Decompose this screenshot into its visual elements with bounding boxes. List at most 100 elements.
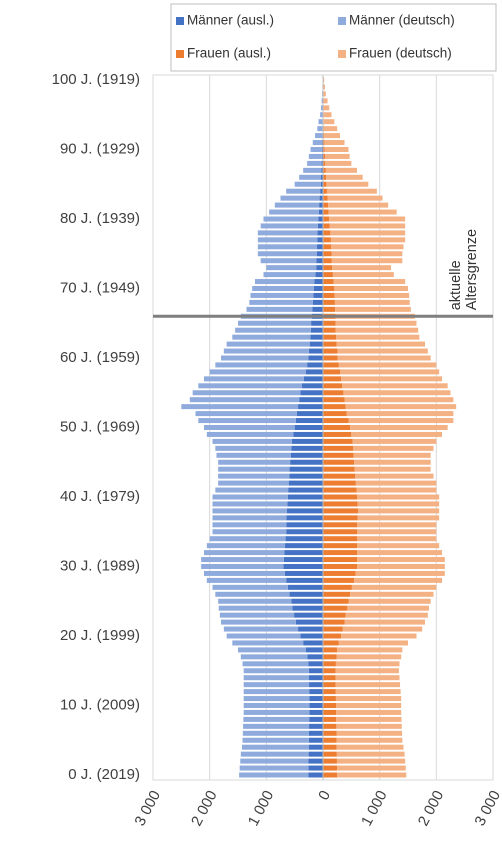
bar xyxy=(308,730,323,736)
bar xyxy=(323,105,330,111)
bar xyxy=(215,487,289,493)
bar xyxy=(308,355,323,361)
bar xyxy=(260,258,317,264)
bar xyxy=(321,105,323,111)
bar xyxy=(240,758,309,764)
bar xyxy=(204,550,285,556)
bar xyxy=(323,689,336,695)
bar xyxy=(215,591,290,597)
x-tick-label: 2 000 xyxy=(415,788,448,829)
bar xyxy=(325,167,357,173)
bar xyxy=(243,675,309,681)
y-tick-label: 40 J. (1979) xyxy=(60,488,140,505)
bar xyxy=(336,744,404,750)
bar xyxy=(323,195,328,201)
bar xyxy=(350,591,434,597)
bar xyxy=(341,633,417,639)
bar xyxy=(323,181,327,187)
legend-label: Männer (deutsch) xyxy=(349,13,455,28)
bar xyxy=(246,306,313,312)
bar xyxy=(263,272,316,278)
bar xyxy=(263,216,319,222)
bar xyxy=(320,112,323,118)
bar xyxy=(340,369,440,375)
bar xyxy=(352,438,437,444)
x-tick-label: 3 000 xyxy=(471,788,502,829)
legend-label: Frauen (ausl.) xyxy=(187,46,271,61)
bar xyxy=(287,494,323,500)
bar xyxy=(221,355,309,361)
bar xyxy=(323,418,349,424)
bar xyxy=(323,369,340,375)
bar xyxy=(323,772,338,778)
bar xyxy=(344,619,425,625)
bar xyxy=(255,279,315,285)
bar xyxy=(239,765,309,771)
bar xyxy=(346,411,454,417)
bar xyxy=(323,272,333,278)
bar xyxy=(323,376,342,382)
bar xyxy=(212,522,287,528)
bar xyxy=(328,209,397,215)
bar xyxy=(335,661,400,667)
bar xyxy=(219,612,295,618)
bar xyxy=(323,320,336,326)
bar xyxy=(323,452,354,458)
bar xyxy=(336,709,402,715)
bar xyxy=(338,640,408,646)
bar xyxy=(327,195,383,201)
bar xyxy=(323,730,337,736)
bar xyxy=(326,181,369,187)
bar xyxy=(318,209,323,215)
bar xyxy=(323,279,334,285)
bar xyxy=(215,362,308,368)
bar xyxy=(308,675,323,681)
bar xyxy=(323,723,337,729)
bar xyxy=(243,689,310,695)
bar xyxy=(335,689,401,695)
bar xyxy=(355,480,437,486)
bar xyxy=(324,140,345,146)
bar xyxy=(310,327,323,333)
bar xyxy=(240,654,308,660)
bar xyxy=(290,459,323,465)
bar xyxy=(323,702,337,709)
bar xyxy=(331,244,404,250)
reference-label: aktuelle xyxy=(448,260,464,310)
bar xyxy=(321,146,323,153)
bar xyxy=(310,334,323,340)
bar xyxy=(316,265,323,271)
bar xyxy=(310,146,322,153)
bar xyxy=(252,285,314,292)
bar xyxy=(326,188,377,194)
bar xyxy=(323,244,332,250)
bar xyxy=(323,570,356,576)
bar xyxy=(232,640,304,646)
bar xyxy=(323,355,338,361)
bar xyxy=(235,327,311,333)
bar xyxy=(323,598,349,604)
bar xyxy=(314,279,323,285)
bar xyxy=(355,570,445,576)
bar xyxy=(337,765,406,771)
bar xyxy=(323,557,357,563)
bar xyxy=(323,536,357,542)
bar xyxy=(303,376,323,382)
bar xyxy=(218,459,291,465)
bar xyxy=(291,598,323,604)
bar xyxy=(323,265,333,271)
bar xyxy=(335,306,411,312)
bar xyxy=(336,654,402,660)
bar xyxy=(336,716,402,722)
bar xyxy=(218,466,290,472)
bar xyxy=(354,577,442,583)
bar xyxy=(243,716,310,722)
bar xyxy=(223,348,309,354)
bar xyxy=(212,529,287,535)
bar xyxy=(323,348,338,354)
bar xyxy=(315,133,323,139)
bar xyxy=(296,411,323,417)
bar xyxy=(221,619,296,625)
bar xyxy=(323,306,336,312)
bar xyxy=(328,202,389,208)
